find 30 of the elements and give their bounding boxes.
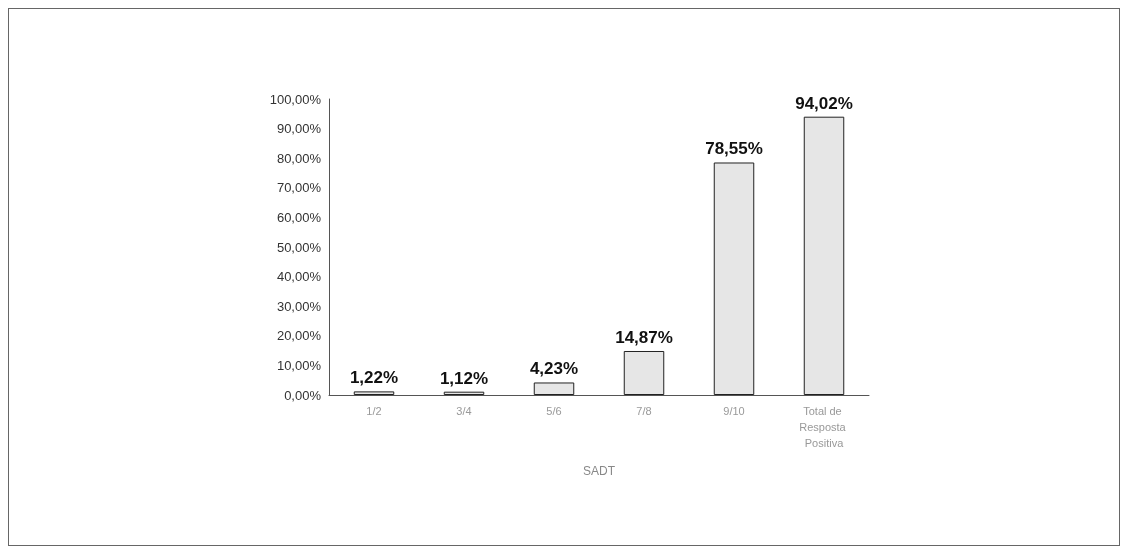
bar	[533, 382, 575, 395]
data-label: 94,02%	[795, 93, 853, 113]
y-tick-label: 100,00%	[269, 91, 322, 107]
bar	[353, 391, 395, 395]
bar	[623, 350, 665, 395]
data-label: 78,55%	[705, 139, 763, 159]
y-tick-label: 20,00%	[276, 328, 322, 344]
y-tick-label: 30,00%	[276, 298, 322, 314]
y-tick-label: 60,00%	[276, 209, 322, 225]
x-tick-label: 9/10	[723, 405, 745, 417]
y-tick-label: 50,00%	[276, 239, 322, 255]
x-tick-label: Total de Resposta Positiva	[799, 405, 849, 449]
bar	[803, 116, 845, 395]
y-tick-label: 90,00%	[276, 121, 322, 137]
x-tick-label: 7/8	[636, 405, 652, 417]
x-tick-label: 5/6	[546, 405, 562, 417]
y-tick-label: 40,00%	[276, 269, 322, 285]
bar	[713, 162, 755, 395]
bar	[443, 391, 485, 395]
y-tick-label: 10,00%	[276, 357, 322, 373]
x-tick-label: 1/2	[366, 405, 382, 417]
y-tick-label: 0,00%	[284, 387, 322, 403]
y-tick-label: 70,00%	[276, 180, 322, 196]
data-label: 1,22%	[349, 368, 399, 388]
data-label: 1,12%	[439, 368, 489, 388]
data-label: 14,87%	[615, 327, 673, 347]
x-tick-label: 3/4	[456, 405, 472, 417]
x-axis-title: SADT	[582, 464, 616, 478]
data-label: 4,23%	[529, 359, 579, 379]
y-tick-label: 80,00%	[276, 150, 322, 166]
